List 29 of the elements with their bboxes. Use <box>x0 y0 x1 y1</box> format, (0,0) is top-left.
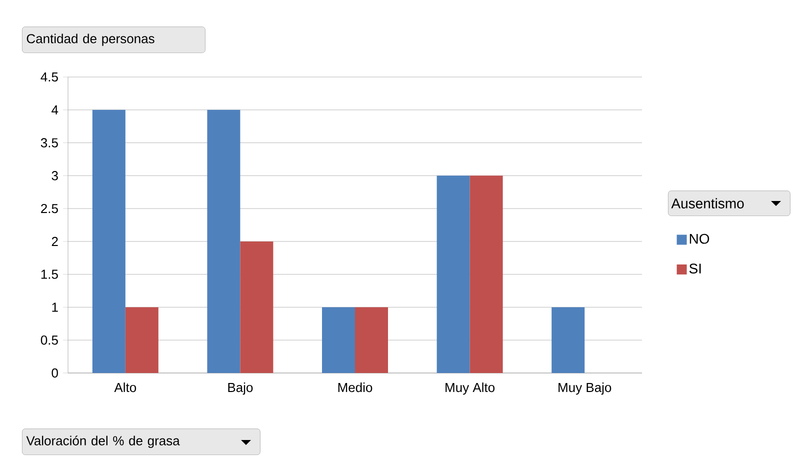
legend-title: Ausentismo <box>671 198 744 208</box>
x-tick-label: Bajo <box>228 382 253 395</box>
y-tick-label: 4 <box>52 105 58 114</box>
bar <box>125 307 158 373</box>
x-tick-label: Muy Alto <box>446 382 495 395</box>
bar <box>436 176 470 373</box>
x-tick-label: Muy Bajo <box>558 382 612 395</box>
y-tick-label: 1 <box>52 302 58 312</box>
y-tick-label: 2 <box>52 236 58 246</box>
legend-label: SI <box>689 264 701 274</box>
x-axis-title: Valoración del % de grasa <box>26 436 180 448</box>
y-tick-label: 4.5 <box>40 72 58 82</box>
bar <box>92 110 126 373</box>
legend-label: NO <box>690 234 710 244</box>
y-tick-label: 0.5 <box>40 336 58 345</box>
x-tick-label: Alto <box>114 382 136 392</box>
bar <box>207 110 240 373</box>
y-tick-label: 3 <box>52 171 58 180</box>
bar <box>240 241 274 373</box>
y-tick-label: 2.5 <box>41 204 58 214</box>
x-tick-label: Medio <box>338 382 372 392</box>
y-tick-label: 0 <box>52 368 58 378</box>
y-tick-label: 1.5 <box>41 270 58 279</box>
bar <box>355 307 388 373</box>
y-tick-label: 3.5 <box>40 138 58 148</box>
bar <box>322 307 355 373</box>
y-axis-title: Cantidad de personas <box>26 34 154 46</box>
bar <box>470 176 503 373</box>
bar <box>552 307 585 373</box>
